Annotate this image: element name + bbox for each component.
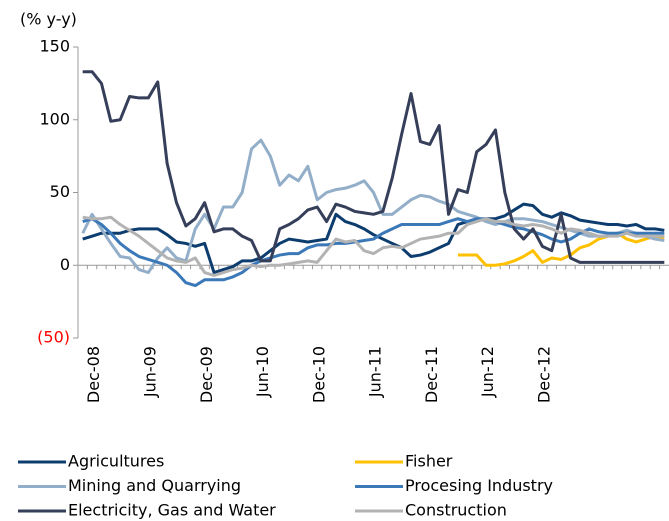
legend-label: Fisher <box>405 452 453 471</box>
legend-label: Construction <box>405 501 507 520</box>
x-tick-label: Jun-09 <box>140 346 159 398</box>
legend-label: Agricultures <box>68 452 164 471</box>
series-line <box>457 231 665 267</box>
series-line <box>82 70 665 264</box>
legend-label: Electricity, Gas and Water <box>68 501 276 520</box>
series-line <box>82 202 665 275</box>
x-tick-label: Dec-09 <box>197 346 216 403</box>
series-line <box>82 215 665 277</box>
legend-label: Procesing Industry <box>405 476 553 495</box>
x-tick-label: Dec-08 <box>84 346 103 403</box>
x-tick-label: Dec-11 <box>422 346 441 403</box>
y-tick-label: 150 <box>39 37 70 56</box>
y-tick-label: 50 <box>50 182 70 201</box>
x-tick-label: Dec-10 <box>309 346 328 403</box>
legend-label: Mining and Quarrying <box>68 476 241 495</box>
x-tick-label: Jun-11 <box>366 346 385 398</box>
y-tick-label: (50) <box>37 328 70 347</box>
y-tick-label: 100 <box>39 109 70 128</box>
y-axis-label: (% y-y) <box>20 10 77 29</box>
x-tick-label: Jun-12 <box>478 346 497 398</box>
y-tick-label: 0 <box>60 255 70 274</box>
x-tick-label: Jun-10 <box>253 346 272 398</box>
x-tick-label: Dec-12 <box>534 346 553 403</box>
